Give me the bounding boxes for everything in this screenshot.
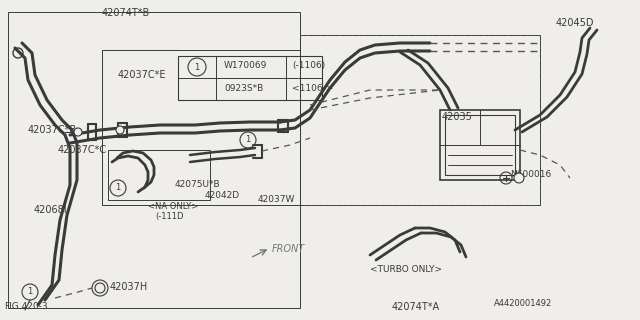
Text: 1: 1 [245,135,251,145]
Text: 42074T*B: 42074T*B [102,8,150,18]
Text: 1: 1 [28,287,33,297]
Bar [445,115,515,175]
Text: 42074T*A: 42074T*A [392,302,440,312]
Text: (-111D: (-111D [155,212,184,221]
Bar [8,12,300,308]
Text: 0923S*B: 0923S*B [224,84,263,93]
Circle shape [514,173,524,183]
Text: <TURBO ONLY>: <TURBO ONLY> [370,265,442,274]
Text: 42075U*B: 42075U*B [175,180,221,189]
Text: <NA ONLY>: <NA ONLY> [148,202,198,211]
Text: 42037C*E: 42037C*E [118,70,166,80]
Circle shape [74,128,82,136]
Text: W170069: W170069 [224,61,268,70]
Text: <1106->: <1106-> [292,84,333,93]
Text: 42042D: 42042D [205,191,240,200]
Bar [102,50,300,205]
Text: 42037W: 42037W [258,195,296,204]
Bar [178,56,322,100]
Text: 1: 1 [195,62,200,71]
Circle shape [95,283,105,293]
Bar [108,150,210,200]
Text: N600016: N600016 [510,170,551,179]
Text: 42037C*B: 42037C*B [28,125,77,135]
Circle shape [116,126,124,134]
Text: FRONT: FRONT [272,244,305,254]
Text: 42068I: 42068I [34,205,68,215]
Text: 42035: 42035 [442,112,473,122]
Bar [440,110,520,180]
Text: A4420001492: A4420001492 [493,299,552,308]
Text: 42045D: 42045D [556,18,595,28]
Text: 1: 1 [115,183,120,193]
Text: FIG.420-3: FIG.420-3 [4,302,47,311]
Text: 42037C*C: 42037C*C [58,145,107,155]
Bar [300,35,540,205]
Text: 42037H: 42037H [110,282,148,292]
Text: (-1106): (-1106) [292,61,325,70]
